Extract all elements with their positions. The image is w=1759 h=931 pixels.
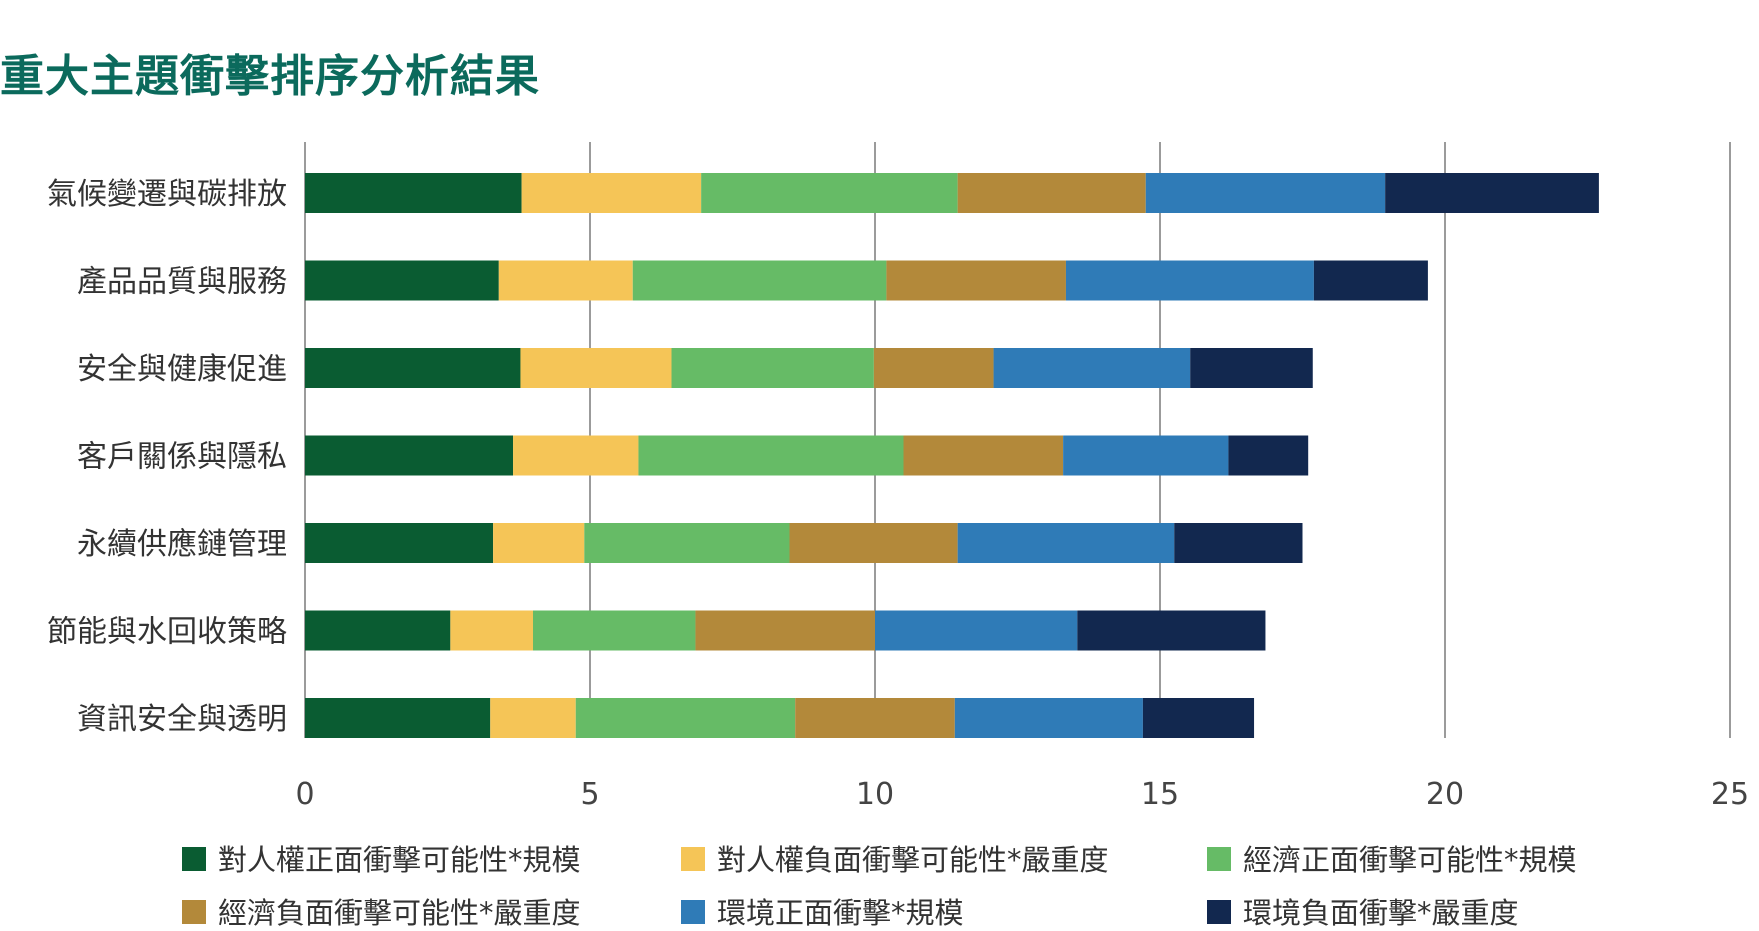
chart-title: 重大主題衝擊排序分析結果 [0,51,540,102]
legend-swatch [182,847,206,871]
x-tick-label: 0 [295,777,314,812]
bar-segment [957,523,1175,563]
x-tick-label: 20 [1426,777,1464,812]
legend-swatch [182,900,206,924]
bar-segment [305,173,522,213]
legend-swatch [1207,900,1231,924]
bar-segment [1142,698,1255,738]
bar-segment [957,173,1146,213]
bar-segment [903,435,1064,476]
bar-segment [886,260,1066,301]
bar-segment [305,610,451,651]
bar-segment [954,698,1143,738]
bar-segment [1385,173,1599,213]
bar-segment [521,173,702,213]
legend-label: 環境負面衝擊*嚴重度 [1243,896,1519,930]
bar-segment [533,610,696,651]
x-tick-label: 5 [580,777,599,812]
legend-swatch [681,847,705,871]
bar-segment [1145,173,1386,213]
bar-segment [305,260,499,301]
bar-segment [513,435,639,476]
category-label: 資訊安全與透明 [77,702,287,737]
bar-segment [875,610,1078,651]
bar-segment [490,698,576,738]
bar-segment [305,348,521,388]
bars [305,173,1599,738]
bar-segment [305,698,491,738]
bar-segment [498,260,633,301]
category-label: 客戶關係與隱私 [77,440,287,475]
category-label: 節能與水回收策略 [47,615,287,650]
bar-segment [1077,610,1266,651]
bar-segment [1228,435,1309,476]
bar-segment [493,523,585,563]
x-tick-label: 15 [1141,777,1179,812]
bar-segment [1063,435,1229,476]
x-tick-label: 25 [1711,777,1749,812]
legend-label: 環境正面衝擊*規模 [717,896,964,930]
legend: 對人權正面衝擊可能性*規模 對人權負面衝擊可能性*嚴重度 經濟正面衝擊可能性*規模經… [182,843,1577,930]
bar-segment [695,610,875,651]
legend-swatch [681,900,705,924]
bar-segment [1313,260,1428,301]
legend-label: 經濟正面衝擊可能性*規模 [1243,843,1577,877]
bar-segment [520,348,672,388]
bar-segment [789,523,958,563]
bar-segment [1190,348,1313,388]
bar-segment [1065,260,1314,301]
legend-label: 經濟負面衝擊可能性*嚴重度 [218,896,581,930]
bar-segment [584,523,790,563]
bar-segment [873,348,994,388]
x-tick-label: 10 [856,777,894,812]
bar-segment [575,698,796,738]
category-label: 氣候變遷與碳排放 [47,177,287,212]
category-labels: 氣候變遷與碳排放產品品質與服務安全與健康促進客戶關係與隱私永續供應鏈管理節能與水… [47,177,287,737]
legend-label: 對人權正面衝擊可能性*規模 [218,843,581,877]
category-label: 安全與健康促進 [77,352,287,387]
bar-segment [1174,523,1303,563]
bar-segment [632,260,887,301]
bar-segment [795,698,955,738]
bar-segment [305,523,494,563]
x-tick-labels: 0 5 10 15 20 25 [295,777,1749,812]
bar-segment [305,435,514,476]
legend-label: 對人權負面衝擊可能性*嚴重度 [717,843,1109,877]
category-label: 產品品質與服務 [77,265,287,300]
bar-segment [701,173,958,213]
bar-segment [638,435,904,476]
legend-swatch [1207,847,1231,871]
bar-segment [671,348,874,388]
bar-segment [993,348,1191,388]
bar-segment [450,610,533,651]
category-label: 永續供應鏈管理 [77,527,287,562]
